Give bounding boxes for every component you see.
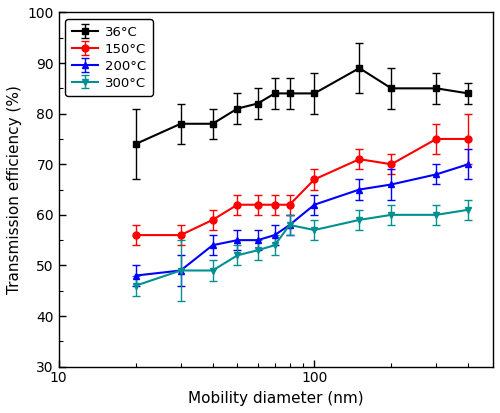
Legend: 36°C, 150°C, 200°C, 300°C: 36°C, 150°C, 200°C, 300°C	[66, 19, 153, 96]
X-axis label: Mobility diameter (nm): Mobility diameter (nm)	[188, 391, 364, 406]
Y-axis label: Transmission efficiency (%): Transmission efficiency (%)	[7, 85, 22, 294]
